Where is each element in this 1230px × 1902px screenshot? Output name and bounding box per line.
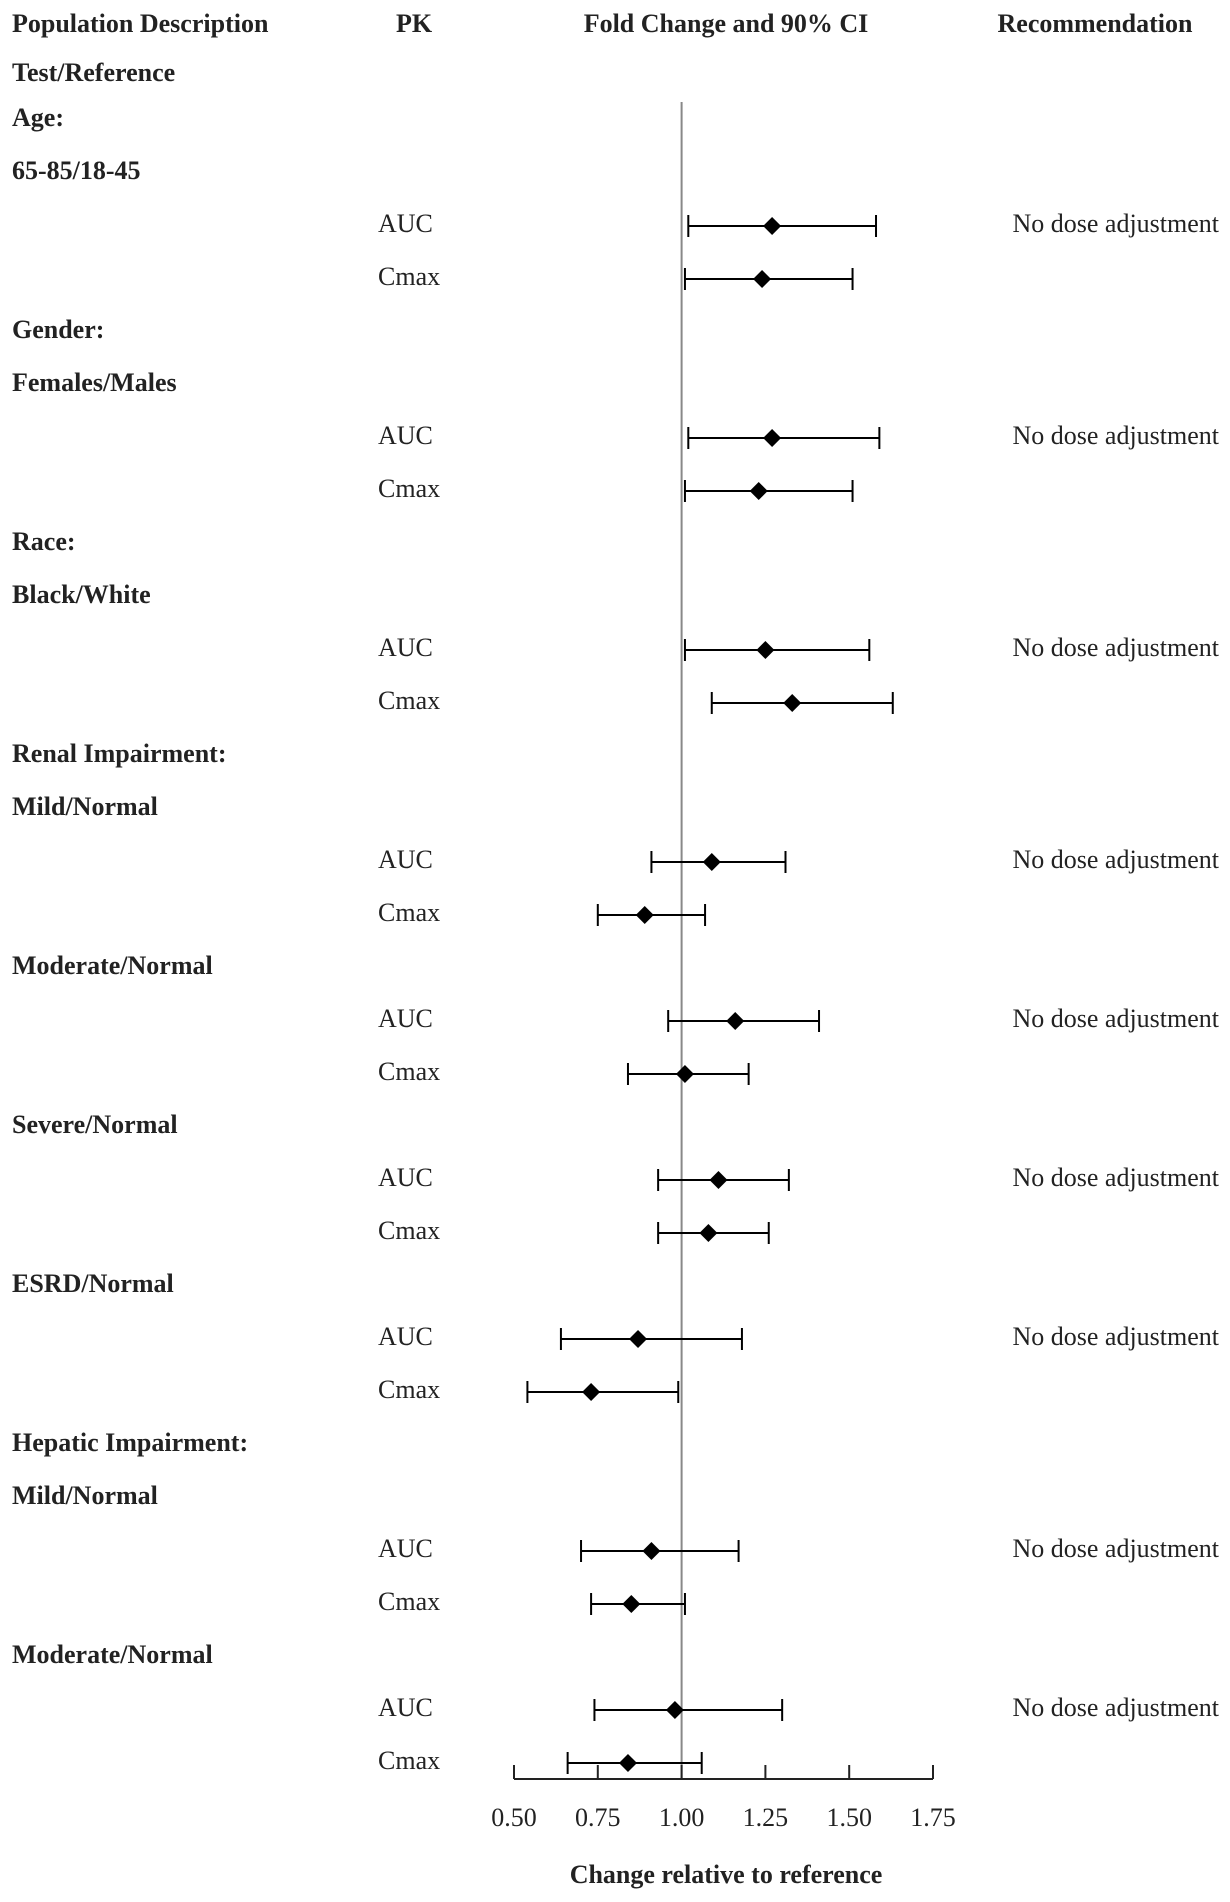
pk-label: Cmax xyxy=(378,1746,440,1775)
x-tick-label: 0.50 xyxy=(491,1803,537,1832)
header-population: Population Description xyxy=(12,9,269,38)
group-label: ESRD/Normal xyxy=(12,1269,174,1298)
group-label: Renal Impairment: xyxy=(12,739,226,768)
estimate-marker xyxy=(622,1595,641,1613)
estimate-marker xyxy=(618,1754,637,1772)
estimate-marker xyxy=(582,1383,601,1401)
estimate-marker xyxy=(629,1330,648,1348)
group-label: Mild/Normal xyxy=(12,1481,158,1510)
pk-label: Cmax xyxy=(378,1216,440,1245)
x-axis-title: Change relative to reference xyxy=(570,1860,883,1889)
estimate-marker xyxy=(699,1224,718,1242)
group-label: Severe/Normal xyxy=(12,1110,178,1139)
estimate-marker xyxy=(783,694,802,712)
estimate-marker xyxy=(763,429,782,447)
pk-label: Cmax xyxy=(378,474,440,503)
estimate-marker xyxy=(763,217,782,235)
header-ci: Fold Change and 90% CI xyxy=(584,9,869,38)
pk-label: Cmax xyxy=(378,898,440,927)
group-label: Black/White xyxy=(12,580,151,609)
estimate-marker xyxy=(709,1171,728,1189)
x-tick-label: 1.50 xyxy=(826,1803,872,1832)
estimate-marker xyxy=(665,1701,684,1719)
estimate-marker xyxy=(642,1542,661,1560)
pk-label: AUC xyxy=(378,845,433,874)
recommendation: No dose adjustment xyxy=(1012,1322,1219,1351)
x-tick-label: 1.25 xyxy=(743,1803,789,1832)
pk-label: AUC xyxy=(378,209,433,238)
group-label: Females/Males xyxy=(12,368,177,397)
recommendation: No dose adjustment xyxy=(1012,1693,1219,1722)
pk-label: Cmax xyxy=(378,262,440,291)
recommendation: No dose adjustment xyxy=(1012,421,1219,450)
recommendation: No dose adjustment xyxy=(1012,1163,1219,1192)
header-recommendation: Recommendation xyxy=(998,9,1194,38)
pk-label: AUC xyxy=(378,1693,433,1722)
pk-label: AUC xyxy=(378,1004,433,1033)
pk-label: Cmax xyxy=(378,1375,440,1404)
estimate-marker xyxy=(756,641,775,659)
recommendation: No dose adjustment xyxy=(1012,1004,1219,1033)
estimate-marker xyxy=(749,482,768,500)
group-label: Age: xyxy=(12,103,64,132)
recommendation: No dose adjustment xyxy=(1012,209,1219,238)
estimate-marker xyxy=(675,1065,694,1083)
pk-label: Cmax xyxy=(378,686,440,715)
group-label: Mild/Normal xyxy=(12,792,158,821)
pk-label: AUC xyxy=(378,1534,433,1563)
estimate-marker xyxy=(726,1012,745,1030)
pk-label: AUC xyxy=(378,1322,433,1351)
header-population-sub: Test/Reference xyxy=(12,58,175,87)
x-tick-label: 1.00 xyxy=(659,1803,705,1832)
pk-label: AUC xyxy=(378,421,433,450)
x-tick-label: 0.75 xyxy=(575,1803,621,1832)
group-label: Moderate/Normal xyxy=(12,1640,213,1669)
pk-label: AUC xyxy=(378,1163,433,1192)
pk-label: Cmax xyxy=(378,1587,440,1616)
estimate-marker xyxy=(753,270,772,288)
x-tick-label: 1.75 xyxy=(910,1803,956,1832)
estimate-marker xyxy=(702,853,721,871)
pk-label: AUC xyxy=(378,633,433,662)
pk-label: Cmax xyxy=(378,1057,440,1086)
recommendation: No dose adjustment xyxy=(1012,845,1219,874)
estimate-marker xyxy=(635,906,654,924)
group-label: Hepatic Impairment: xyxy=(12,1428,248,1457)
group-label: Gender: xyxy=(12,315,104,344)
header-pk: PK xyxy=(396,9,433,38)
recommendation: No dose adjustment xyxy=(1012,1534,1219,1563)
group-label: 65-85/18-45 xyxy=(12,156,141,185)
group-label: Moderate/Normal xyxy=(12,951,213,980)
group-label: Race: xyxy=(12,527,76,556)
recommendation: No dose adjustment xyxy=(1012,633,1219,662)
